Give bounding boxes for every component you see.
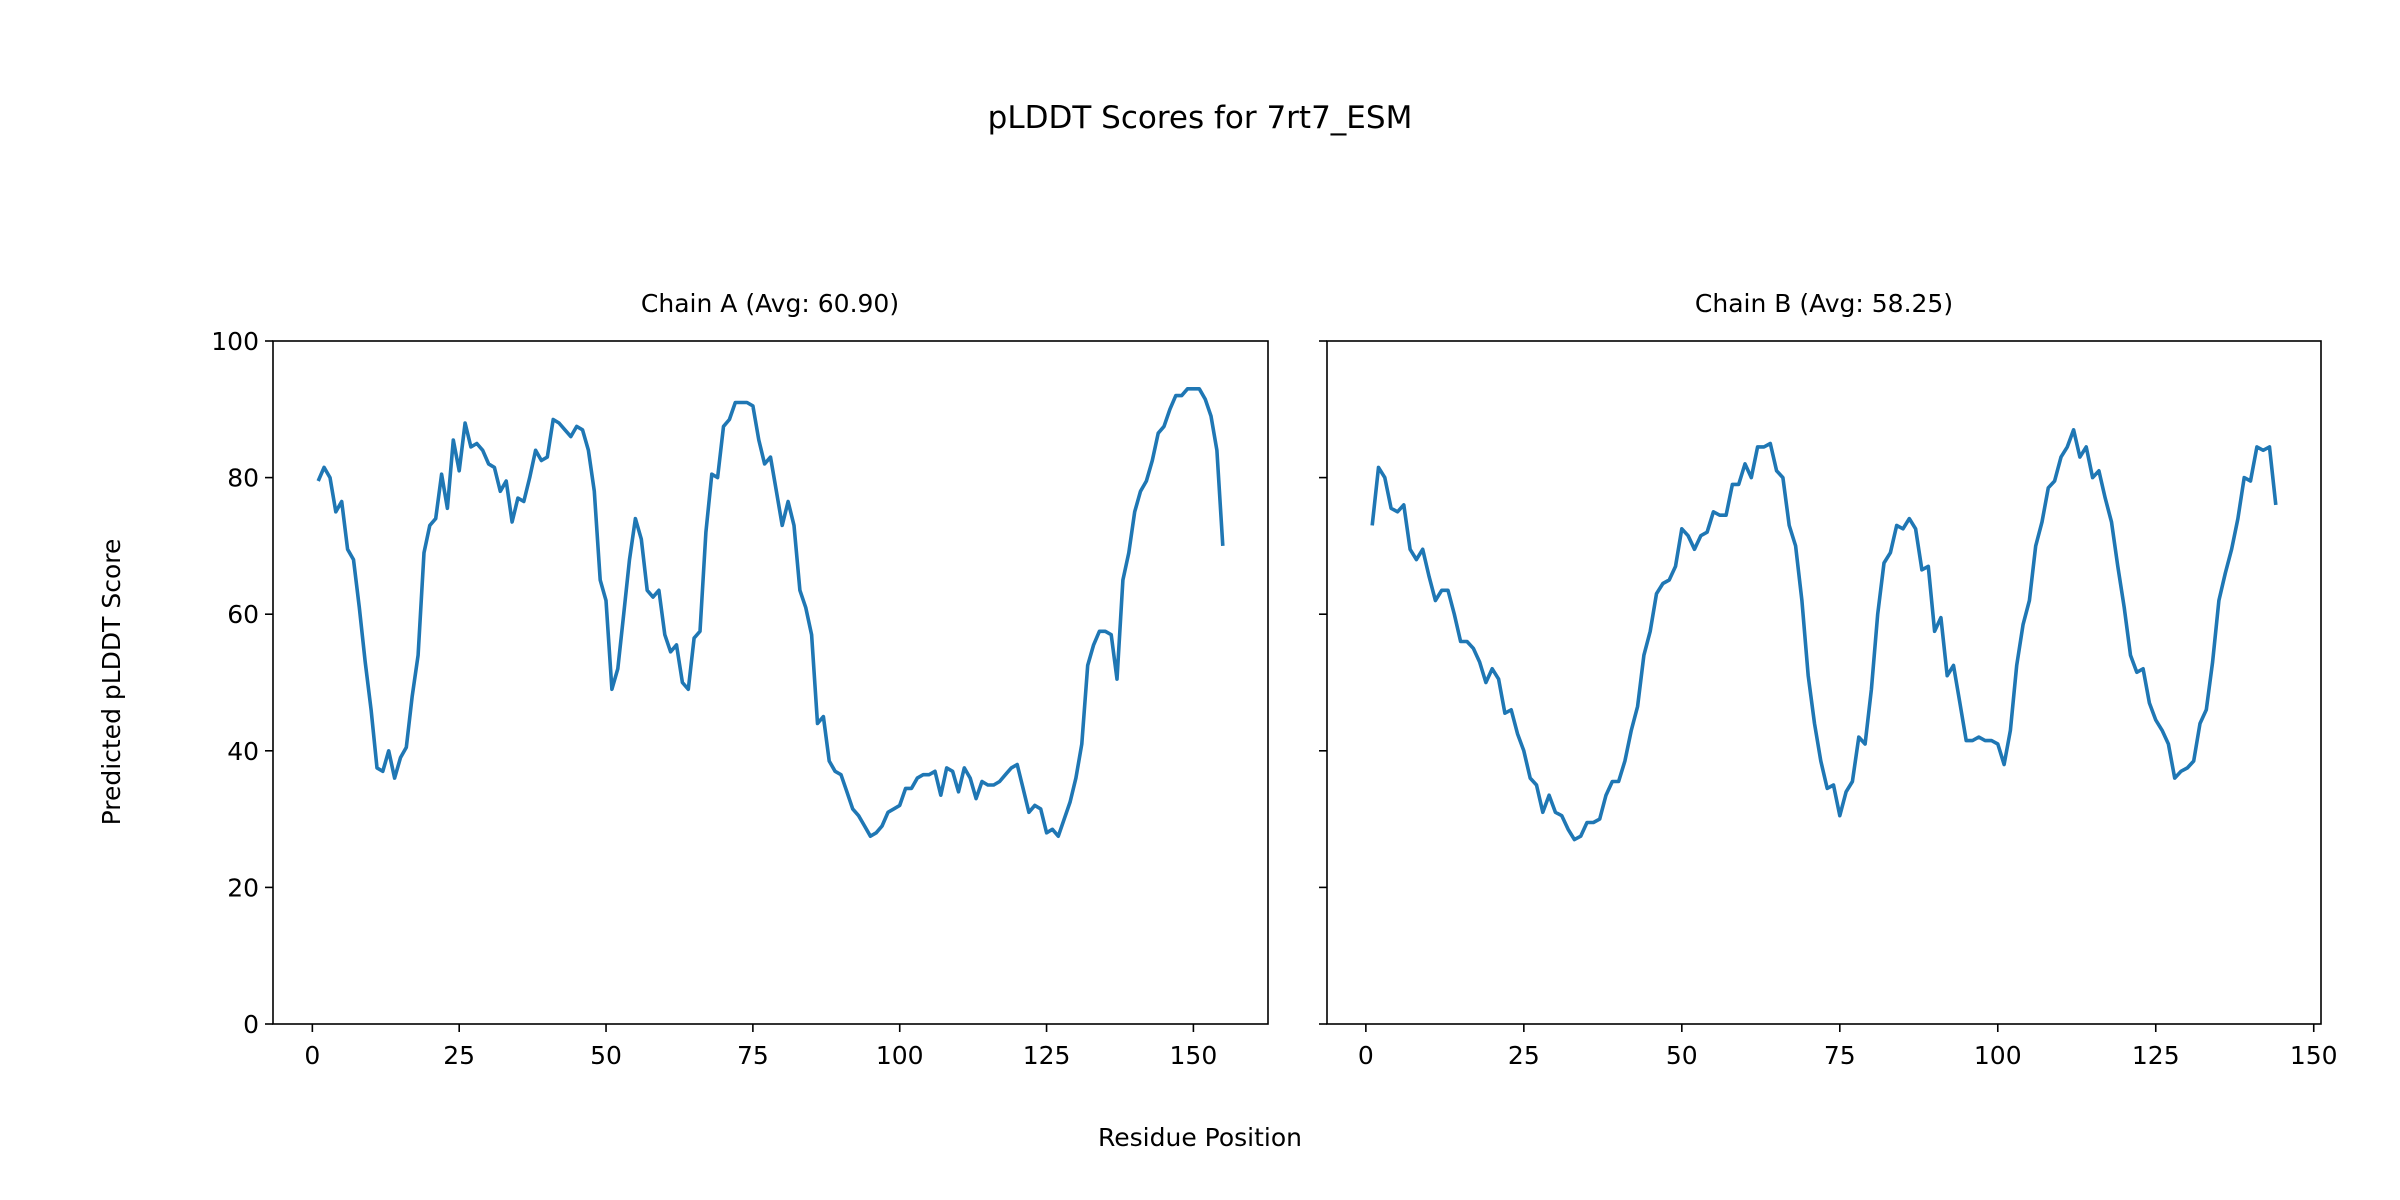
panel-b-x-tick-label: 100 [1974, 1041, 2022, 1070]
panel-a-x-tick-label: 150 [1170, 1041, 1218, 1070]
x-axis-label: Residue Position [1098, 1123, 1302, 1152]
panel-a-x-tick-label: 75 [737, 1041, 769, 1070]
panel-b-x-tick-label: 150 [2290, 1041, 2338, 1070]
panel-a-y-tick-label: 20 [227, 873, 259, 902]
panel-a-y-tick-label: 40 [227, 737, 259, 766]
panel-a-x-tick-label: 100 [876, 1041, 924, 1070]
panel-a-x-tick-label: 125 [1023, 1041, 1071, 1070]
panel-b-axes-frame [1326, 340, 2322, 1025]
panel-a-series-line [316, 386, 1225, 839]
panel-b-x-tick-label: 125 [2132, 1041, 2180, 1070]
panel-b-x-tick-label: 75 [1824, 1041, 1856, 1070]
panel-b-series-line [1370, 427, 2278, 842]
panel-a-x-tick-label: 50 [590, 1041, 622, 1070]
panel-a-y-tick-label: 80 [227, 464, 259, 493]
panel-a-axes-frame [272, 340, 1269, 1025]
panel-b-x-tick-label: 0 [1358, 1041, 1374, 1070]
panel-a-y-tick-label: 60 [227, 600, 259, 629]
panel-b-title: Chain B (Avg: 58.25) [1695, 289, 1953, 318]
panel-a-y-tick-label: 100 [211, 327, 259, 356]
panel-a-title: Chain A (Avg: 60.90) [641, 289, 899, 318]
panel-a-x-tick-label: 25 [443, 1041, 475, 1070]
panel-a-x-tick-label: 0 [304, 1041, 320, 1070]
panel-b-x-tick-label: 50 [1666, 1041, 1698, 1070]
figure-title: pLDDT Scores for 7rt7_ESM [988, 100, 1413, 136]
panel-b-x-tick-label: 25 [1508, 1041, 1540, 1070]
y-axis-label: Predicted pLDDT Score [97, 539, 126, 826]
panel-a-y-tick-label: 0 [243, 1010, 259, 1039]
